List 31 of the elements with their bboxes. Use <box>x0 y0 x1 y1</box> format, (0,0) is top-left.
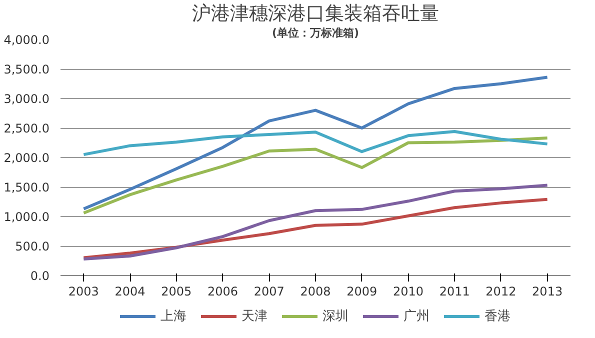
x-tick-label: 2005 <box>161 284 192 298</box>
y-tick-label: 4,000.0 <box>4 33 50 47</box>
x-tick-label: 2011 <box>439 284 470 298</box>
x-tick-label: 2006 <box>208 284 238 298</box>
y-tick-label: 0.0 <box>30 269 50 283</box>
legend-label: 天津 <box>242 308 268 325</box>
chart-title: 沪港津穗深港口集装箱吞吐量 <box>192 2 439 24</box>
x-tick-label: 2012 <box>486 284 516 298</box>
y-tick-label: 2,000.0 <box>4 151 50 165</box>
x-tick-label: 2009 <box>346 284 378 298</box>
x-tick-label: 2013 <box>532 284 563 298</box>
x-tick-label: 2004 <box>114 284 146 298</box>
line-series <box>82 76 549 210</box>
line-series <box>82 136 549 214</box>
y-tick-label: 500.0 <box>15 240 50 254</box>
x-tick-label: 2010 <box>392 284 424 298</box>
legend-label: 广州 <box>404 308 430 325</box>
legend-label: 深圳 <box>322 308 348 325</box>
y-tick-label: 2,500.0 <box>4 122 50 136</box>
y-tick-label: 1,000.0 <box>4 210 50 224</box>
x-tick-label: 2003 <box>68 284 99 298</box>
legend-label: 香港 <box>484 308 510 325</box>
x-tick-label: 2008 <box>300 284 331 298</box>
y-tick-label: 1,500.0 <box>4 180 50 194</box>
line-series <box>82 130 549 156</box>
legend-label: 上海 <box>160 308 186 325</box>
line-series <box>82 184 549 260</box>
y-tick-label: 3,500.0 <box>4 62 50 76</box>
x-tick-label: 2007 <box>254 284 284 298</box>
chart-subtitle: (单位：万标准箱) <box>272 26 360 40</box>
y-tick-label: 3,000.0 <box>4 92 50 106</box>
